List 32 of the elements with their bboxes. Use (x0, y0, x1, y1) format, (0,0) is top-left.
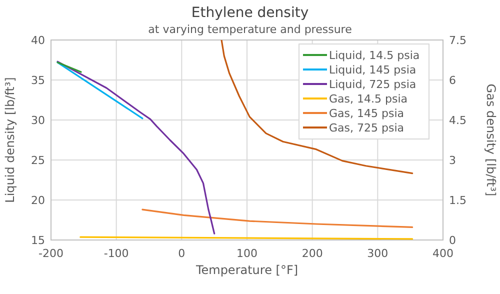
chart-subtitle: at varying temperature and pressure (148, 23, 352, 36)
legend-label: Gas, 14.5 psia (329, 92, 408, 106)
x-tick-label: 0 (178, 247, 186, 260)
x-tick-label: 300 (367, 247, 388, 260)
y2-tick-label: 6 (449, 74, 456, 87)
y2-tick-label: 4.5 (449, 114, 466, 127)
x-tick-label: -200 (38, 247, 64, 260)
y-tick-label: 15 (31, 234, 45, 247)
line-series (142, 208, 414, 228)
x-tick-label: 100 (236, 247, 258, 260)
y-tick-label: 40 (31, 34, 45, 47)
x-axis-title: Temperature [°F] (194, 263, 298, 277)
x-tick-label: 400 (432, 247, 454, 260)
y2-tick-label: 1.5 (449, 194, 466, 207)
legend-label: Liquid, 145 psia (329, 64, 416, 76)
line-series (56, 60, 216, 234)
y-axis-title: Liquid density [lb/ft³] (3, 77, 17, 203)
y-tick-label: 30 (31, 114, 45, 127)
x-tick-label: 200 (302, 247, 323, 260)
legend-label: Liquid, 725 psia (329, 78, 416, 91)
chart-title: Ethylene density (191, 5, 309, 21)
legend-label: Gas, 725 psia (329, 122, 404, 134)
y-tick-label: 20 (31, 194, 45, 207)
y2-tick-label: 3 (449, 154, 456, 167)
y2-tick-label: 0 (449, 234, 456, 247)
legend-label: Gas, 145 psia (329, 107, 404, 120)
y-tick-label: 25 (31, 154, 45, 167)
legend-label: Liquid, 14.5 psia (329, 49, 420, 62)
y-tick-label: 35 (31, 74, 45, 87)
y2-axis-title: Gas density [lb/ft³] (484, 84, 498, 196)
x-tick-label: -100 (104, 247, 129, 260)
y2-tick-label: 7.5 (449, 34, 466, 47)
